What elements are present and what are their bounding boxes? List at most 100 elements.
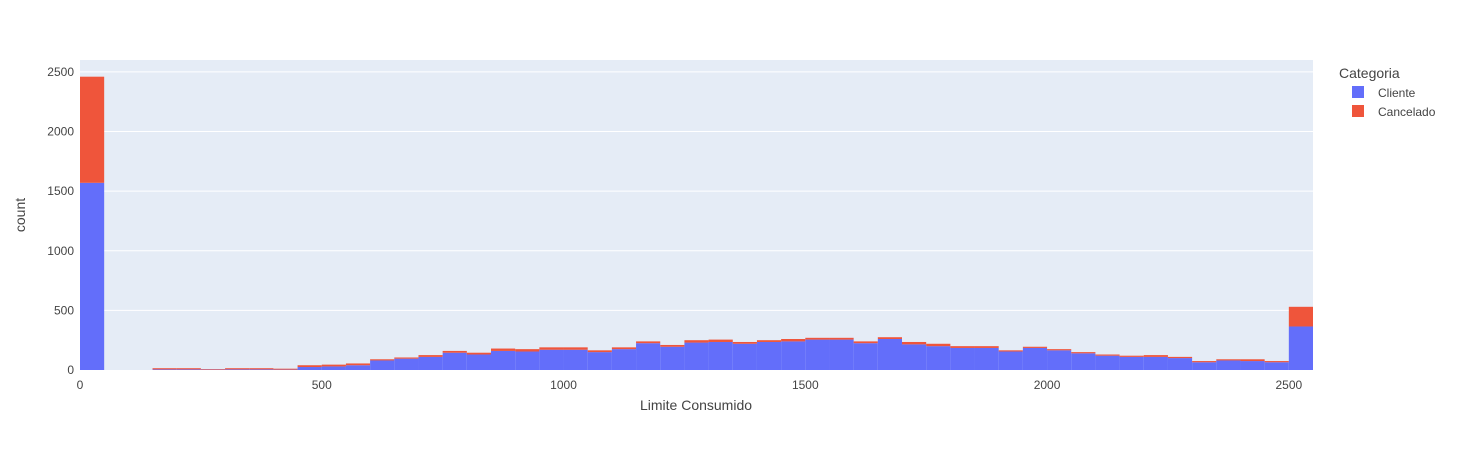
bar-cancelado[interactable] — [539, 347, 564, 350]
bar-cancelado[interactable] — [176, 368, 201, 370]
bar-cancelado[interactable] — [877, 337, 902, 339]
bar-cliente[interactable] — [321, 366, 346, 370]
bar-cliente[interactable] — [684, 342, 709, 370]
bar-cliente[interactable] — [466, 354, 491, 371]
bar-cliente[interactable] — [926, 346, 951, 370]
bar-cancelado[interactable] — [1264, 361, 1289, 363]
bar-cliente[interactable] — [1240, 361, 1265, 370]
bar-cancelado[interactable] — [708, 339, 733, 342]
bar-cliente[interactable] — [950, 347, 975, 370]
bar-cliente[interactable] — [176, 369, 201, 370]
bar-cliente[interactable] — [587, 352, 612, 370]
bar-cancelado[interactable] — [1192, 361, 1217, 363]
bar-cancelado[interactable] — [974, 346, 999, 348]
bar-cliente[interactable] — [152, 369, 177, 370]
bar-cancelado[interactable] — [249, 368, 274, 370]
bar-cliente[interactable] — [442, 352, 467, 370]
bar-cliente[interactable] — [853, 343, 878, 370]
bar-cancelado[interactable] — [1071, 352, 1096, 354]
bar-cancelado[interactable] — [660, 344, 685, 347]
bar-cliente[interactable] — [805, 339, 830, 370]
bar-cancelado[interactable] — [394, 357, 419, 359]
bar-cancelado[interactable] — [225, 368, 250, 370]
bar-cancelado[interactable] — [80, 76, 105, 183]
bar-cliente[interactable] — [491, 350, 516, 370]
bar-cancelado[interactable] — [998, 350, 1023, 352]
bar-cliente[interactable] — [394, 358, 419, 370]
bar-cliente[interactable] — [563, 349, 588, 370]
bar-cancelado[interactable] — [853, 341, 878, 344]
bar-cliente[interactable] — [998, 351, 1023, 370]
bar-cancelado[interactable] — [950, 346, 975, 348]
bar-cliente[interactable] — [1216, 360, 1241, 370]
bar-cliente[interactable] — [1192, 362, 1217, 370]
legend-swatch-cliente — [1352, 86, 1364, 98]
bar-cancelado[interactable] — [1095, 354, 1120, 356]
bar-cliente[interactable] — [1071, 353, 1096, 370]
bar-cancelado[interactable] — [345, 363, 371, 366]
bar-cliente[interactable] — [974, 347, 999, 370]
bar-cliente[interactable] — [1143, 356, 1168, 370]
bar-cliente[interactable] — [1288, 326, 1313, 370]
bar-cliente[interactable] — [1264, 362, 1289, 370]
bar-cancelado[interactable] — [636, 341, 661, 344]
bar-cancelado[interactable] — [321, 364, 346, 367]
bar-cancelado[interactable] — [1216, 359, 1241, 361]
bar-cancelado[interactable] — [1022, 346, 1048, 348]
bar-cancelado[interactable] — [829, 337, 854, 340]
bar-cancelado[interactable] — [200, 369, 226, 370]
bar-cliente[interactable] — [636, 343, 661, 370]
bar-cancelado[interactable] — [1047, 349, 1072, 351]
bar-cliente[interactable] — [225, 369, 250, 370]
bar-cancelado[interactable] — [1240, 359, 1265, 362]
bar-cancelado[interactable] — [152, 368, 177, 370]
bar-cancelado[interactable] — [926, 343, 951, 347]
bar-cancelado[interactable] — [805, 337, 830, 340]
bar-cliente[interactable] — [611, 349, 637, 370]
bar-cancelado[interactable] — [1119, 355, 1144, 357]
bar-cliente[interactable] — [515, 351, 540, 370]
bar-cancelado[interactable] — [273, 368, 298, 370]
bar-cliente[interactable] — [297, 367, 322, 370]
bar-cliente[interactable] — [345, 365, 371, 370]
bar-cliente[interactable] — [370, 360, 395, 370]
bar-cliente[interactable] — [732, 343, 757, 370]
bar-cliente[interactable] — [1022, 347, 1048, 370]
bar-cancelado[interactable] — [781, 339, 806, 342]
bar-cancelado[interactable] — [297, 365, 322, 368]
bar-cliente[interactable] — [539, 349, 564, 370]
bar-cancelado[interactable] — [466, 352, 491, 355]
bar-cancelado[interactable] — [902, 341, 927, 345]
bar-cliente[interactable] — [877, 339, 902, 370]
bar-cliente[interactable] — [1095, 355, 1120, 370]
bar-cliente[interactable] — [80, 182, 105, 370]
bar-cliente[interactable] — [902, 344, 927, 370]
bar-cancelado[interactable] — [563, 347, 588, 350]
bar-cancelado[interactable] — [756, 340, 782, 342]
bar-cliente[interactable] — [756, 341, 782, 370]
bar-cliente[interactable] — [418, 356, 443, 370]
bar-cancelado[interactable] — [1167, 356, 1193, 359]
bar-cliente[interactable] — [708, 341, 733, 370]
bar-cliente[interactable] — [829, 339, 854, 370]
plot-area — [80, 60, 1313, 370]
bar-cancelado[interactable] — [684, 340, 709, 343]
bar-cliente[interactable] — [1167, 358, 1193, 370]
bar-cancelado[interactable] — [1143, 355, 1168, 357]
bar-cliente[interactable] — [781, 341, 806, 370]
bar-cancelado[interactable] — [611, 347, 637, 350]
bar-cancelado[interactable] — [442, 350, 467, 353]
bar-cliente[interactable] — [1119, 356, 1144, 370]
bar-cliente[interactable] — [660, 346, 685, 370]
legend-item-cliente[interactable]: Cliente — [1352, 86, 1416, 100]
bar-cancelado[interactable] — [491, 348, 516, 351]
bar-cancelado[interactable] — [732, 341, 757, 344]
bar-cliente[interactable] — [1047, 350, 1072, 370]
bar-cancelado[interactable] — [587, 350, 612, 353]
legend-item-cancelado[interactable]: Cancelado — [1352, 105, 1436, 119]
bar-cancelado[interactable] — [370, 359, 395, 361]
bar-cliente[interactable] — [249, 369, 274, 370]
bar-cancelado[interactable] — [515, 349, 540, 352]
bar-cancelado[interactable] — [1288, 306, 1313, 327]
bar-cancelado[interactable] — [418, 355, 443, 357]
